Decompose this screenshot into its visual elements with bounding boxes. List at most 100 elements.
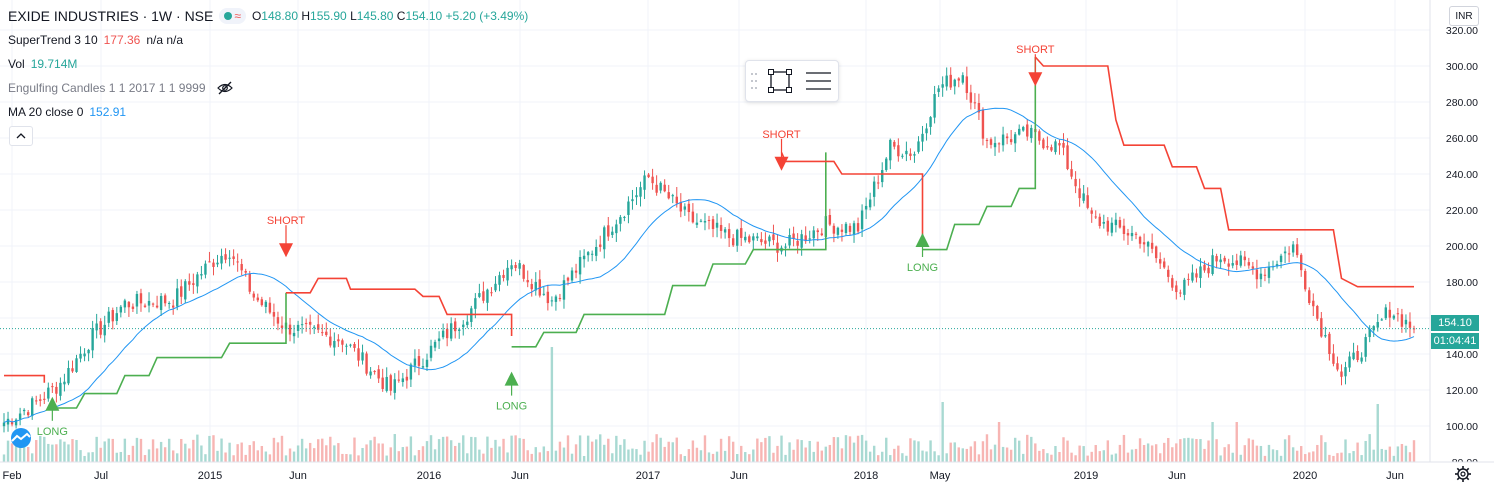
candle-body	[1050, 147, 1053, 151]
volume-bar	[1320, 435, 1323, 462]
candle-body	[595, 246, 598, 256]
volume-bar	[224, 452, 227, 462]
volume-bar	[155, 448, 159, 462]
volume-bar	[264, 451, 268, 462]
volume-bar	[10, 443, 14, 462]
candle-body	[981, 109, 985, 139]
candle-body	[176, 288, 179, 307]
currency-button[interactable]: INR	[1449, 6, 1479, 26]
candle-body	[490, 292, 493, 294]
volume-bar	[14, 442, 18, 462]
candle-body	[856, 223, 860, 232]
volume-bar	[67, 444, 70, 462]
volume-bar	[1283, 439, 1287, 462]
candle-body	[494, 283, 497, 291]
short-signal-label: SHORT	[762, 129, 801, 141]
volume-bar	[655, 434, 658, 462]
volume-legend[interactable]: Vol 19.714M	[8, 57, 77, 71]
candle-body	[147, 300, 151, 306]
chevron-up-icon	[16, 133, 26, 139]
volume-bar	[550, 347, 554, 462]
candle-body	[1259, 273, 1263, 280]
candle-body	[429, 345, 433, 358]
supertrend-up-segment	[511, 152, 827, 348]
candle-body	[772, 234, 775, 241]
volume-bar	[139, 438, 143, 462]
volume-bar	[1255, 445, 1259, 462]
volume-bar	[961, 448, 964, 462]
volume-bar	[784, 454, 787, 462]
volume-bar	[1384, 449, 1387, 462]
candle-body	[518, 263, 521, 269]
volume-bar	[647, 451, 650, 462]
candle-body	[248, 273, 251, 292]
volume-label: Vol	[8, 57, 25, 71]
volume-bar	[1183, 438, 1186, 462]
candle-body	[288, 324, 292, 335]
gear-icon[interactable]	[1454, 465, 1472, 483]
collapse-legend-button[interactable]	[9, 126, 33, 146]
volume-bar	[228, 442, 231, 462]
candle-body	[586, 252, 590, 256]
open-value: 148.80	[261, 9, 298, 23]
candle-body	[844, 223, 848, 234]
time-tick-label: Jun	[289, 470, 307, 482]
candle-body	[232, 256, 235, 259]
candle-body	[1038, 131, 1041, 141]
candle-body	[63, 381, 66, 385]
volume-bar	[26, 446, 30, 462]
candle-body	[522, 265, 525, 279]
settings-lines-icon[interactable]	[806, 72, 831, 90]
ma-legend[interactable]: MA 20 close 0 152.91	[8, 105, 126, 119]
volume-bar	[885, 437, 888, 462]
candle-body	[1384, 307, 1387, 319]
candle-body	[244, 271, 247, 273]
candle-body	[1283, 251, 1287, 254]
volume-bar	[856, 435, 860, 462]
market-status-badge[interactable]: ≈	[219, 8, 246, 24]
candle-body	[828, 215, 832, 225]
volume-bar	[776, 445, 779, 462]
volume-bar	[276, 442, 280, 462]
volume-bar	[385, 455, 388, 462]
volume-bar	[272, 437, 276, 462]
volume-bar	[921, 450, 924, 462]
candle-body	[1372, 326, 1375, 331]
rectangle-tool-icon[interactable]	[768, 69, 792, 93]
volume-bar	[83, 455, 86, 462]
volume-bar	[308, 442, 312, 462]
symbol-title[interactable]: EXIDE INDUSTRIES · 1W · NSE	[8, 8, 214, 24]
volume-bar	[965, 448, 969, 462]
candle-body	[582, 255, 586, 260]
volume-bar	[639, 454, 642, 462]
candle-body	[31, 398, 34, 417]
engulfing-legend[interactable]: Engulfing Candles 1 1 2017 1 1 9999	[8, 81, 234, 95]
candle-body	[345, 345, 348, 347]
candle-body	[373, 371, 376, 373]
eye-off-icon[interactable]	[216, 81, 234, 95]
candle-body	[79, 353, 82, 359]
candle-body	[1134, 233, 1138, 235]
volume-bar	[933, 451, 936, 462]
candle-body	[397, 379, 400, 381]
candle-body	[788, 235, 791, 246]
supertrend-legend[interactable]: SuperTrend 3 10 177.36 n/a n/a	[8, 33, 183, 47]
supertrend-down-segment	[780, 152, 924, 237]
volume-bar	[1090, 451, 1093, 462]
candle-body	[1227, 263, 1230, 267]
volume-bar	[1114, 453, 1118, 462]
candle-body	[957, 78, 960, 81]
volume-bar	[498, 446, 501, 462]
candle-body	[1199, 266, 1202, 279]
volume-bar	[1412, 440, 1416, 462]
time-tick-label: 2019	[1074, 470, 1098, 482]
tradingview-logo-icon[interactable]	[8, 428, 34, 448]
candle-body	[840, 229, 844, 232]
volume-bar	[18, 436, 22, 462]
candle-body	[699, 220, 703, 222]
drag-handle-icon[interactable]	[751, 73, 757, 89]
candle-body	[687, 203, 691, 213]
candle-body	[1191, 272, 1194, 281]
candle-body	[413, 358, 417, 366]
